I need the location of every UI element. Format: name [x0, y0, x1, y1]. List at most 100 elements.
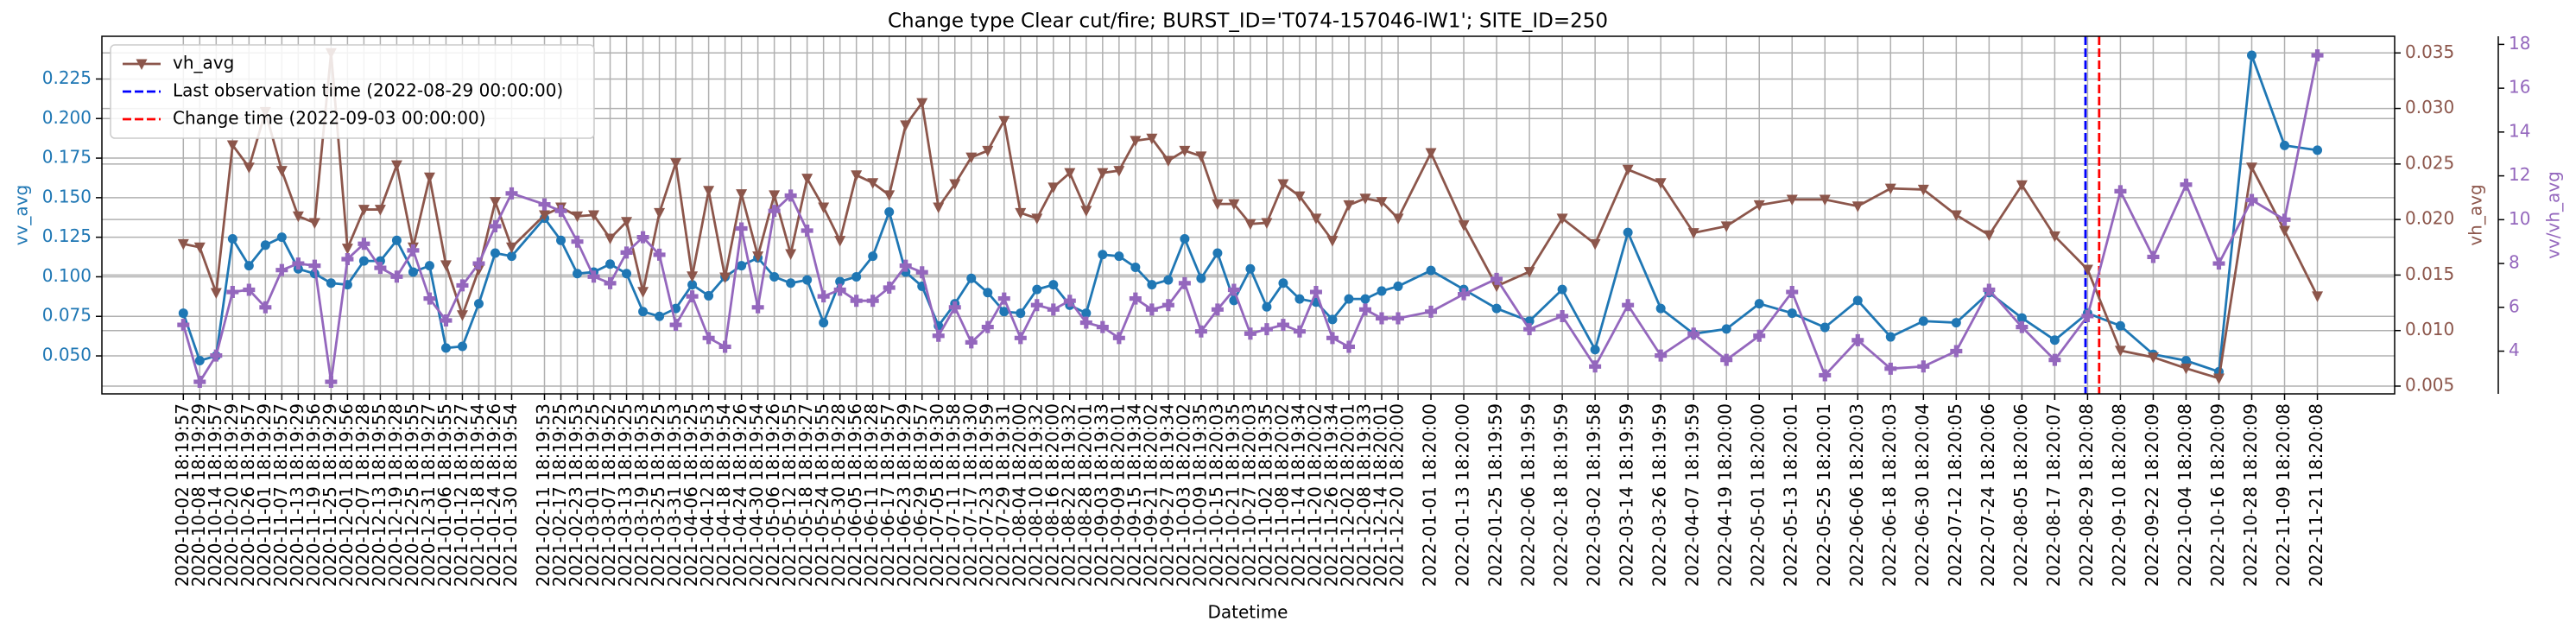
data-point	[440, 260, 452, 271]
data-point	[1491, 303, 1502, 314]
data-point	[1162, 155, 1174, 167]
data-point	[867, 178, 879, 189]
data-point	[1260, 323, 1273, 336]
data-point	[1048, 280, 1059, 290]
data-point	[308, 218, 320, 229]
x-tick-label: 2021-11-26 18:19:34	[1320, 403, 1341, 586]
data-point	[866, 295, 879, 307]
data-point	[1032, 284, 1042, 295]
data-point	[638, 307, 649, 317]
data-point	[1293, 325, 1306, 338]
x-tick-label: 2022-03-02 18:19:58	[1584, 403, 1604, 586]
x-tick-label: 2021-10-21 18:19:35	[1222, 403, 1243, 586]
data-point	[2311, 49, 2324, 62]
x-tick-label: 2021-10-15 18:20:03	[1206, 403, 1226, 586]
data-point	[1950, 345, 1963, 358]
x-tick-label: 2020-10-20 18:19:29	[221, 403, 242, 586]
data-point	[1425, 148, 1437, 159]
data-point	[1244, 327, 1256, 340]
series-line	[183, 53, 2319, 380]
data-point	[884, 206, 895, 217]
data-point	[1212, 248, 1223, 258]
y-axis-label: vv_avg	[11, 185, 32, 245]
x-tick-label: 2022-01-13 18:20:00	[1453, 403, 1473, 586]
data-point	[572, 211, 584, 223]
x-tick-label: 2022-06-06 18:20:03	[1846, 403, 1867, 586]
data-point	[622, 269, 632, 279]
data-point	[1359, 193, 1371, 205]
data-point	[1130, 262, 1141, 272]
data-point	[1245, 263, 1256, 274]
data-point	[490, 248, 500, 258]
x-tick-label: 2021-03-01 18:19:25	[582, 403, 603, 586]
y-axis-label: vv/vh_avg	[2543, 171, 2564, 259]
data-point	[473, 299, 484, 309]
x-tick-label: 2021-05-12 18:19:55	[779, 403, 800, 586]
data-point	[472, 257, 485, 270]
x-tick-label: 2021-04-12 18:19:53	[697, 403, 718, 586]
data-point	[341, 244, 353, 255]
data-point	[1326, 236, 1339, 247]
data-point	[752, 251, 764, 263]
x-tick-label: 2020-11-07 18:19:57	[270, 403, 291, 586]
data-point	[1310, 213, 1322, 225]
x-tick-label: 2022-09-22 18:20:09	[2142, 403, 2162, 586]
x-tick-label: 2022-04-19 18:20:00	[1715, 403, 1736, 586]
y-tick-label: 0.150	[42, 186, 92, 206]
x-tick-label: 2021-06-11 18:19:28	[861, 403, 882, 586]
chart-title: Change type Clear cut/fire; BURST_ID='T0…	[888, 10, 1608, 33]
data-point	[440, 343, 451, 353]
data-point	[1655, 178, 1667, 189]
data-point	[573, 269, 583, 279]
data-point	[390, 160, 402, 172]
data-point	[1556, 309, 1569, 322]
x-tick-label: 2021-07-29 18:19:31	[992, 403, 1013, 586]
x-tick-label: 2020-11-13 18:19:29	[287, 403, 307, 586]
x-tick-label: 2022-05-25 18:20:01	[1813, 403, 1834, 586]
data-point	[604, 233, 617, 244]
data-point	[1951, 318, 1961, 328]
data-point	[308, 259, 321, 272]
data-point	[1180, 233, 1190, 244]
data-point	[1178, 276, 1191, 289]
data-point	[1885, 332, 1896, 342]
x-axis-label: Datetime	[1208, 602, 1288, 623]
data-point	[983, 288, 993, 298]
data-point	[670, 158, 682, 169]
data-point	[1327, 314, 1338, 325]
data-point	[1852, 295, 1863, 306]
data-point	[1163, 275, 1174, 285]
x-tick-label: 2021-05-18 18:19:27	[795, 403, 816, 586]
data-point	[260, 240, 270, 250]
data-point	[818, 202, 830, 213]
data-point	[1358, 303, 1371, 316]
data-point	[1622, 299, 1635, 312]
data-point	[686, 290, 699, 303]
data-point	[1918, 316, 1928, 327]
data-point	[178, 308, 188, 319]
data-point	[637, 287, 649, 298]
x-tick-label: 2021-02-23 18:19:53	[566, 403, 586, 586]
data-point	[1523, 267, 1535, 278]
data-point	[1393, 281, 1403, 291]
data-point	[391, 235, 402, 245]
data-point	[998, 116, 1010, 127]
data-point	[1851, 333, 1864, 346]
data-point	[390, 270, 403, 283]
data-point	[1786, 194, 1798, 206]
x-tick-label: 2021-01-18 18:19:54	[467, 403, 488, 586]
data-point	[325, 376, 338, 389]
data-point	[1130, 136, 1142, 147]
data-point	[1080, 206, 1092, 217]
x-tick-label: 2021-01-06 18:19:55	[434, 403, 455, 586]
data-point	[719, 272, 731, 283]
data-point	[851, 170, 863, 181]
data-point	[769, 271, 780, 282]
x-tick-label: 2022-01-01 18:20:00	[1420, 403, 1440, 586]
x-tick-label: 2022-04-07 18:19:59	[1682, 403, 1703, 586]
data-point	[636, 231, 649, 244]
data-point	[177, 319, 190, 332]
data-point	[1556, 213, 1568, 225]
data-point	[1227, 283, 1240, 296]
